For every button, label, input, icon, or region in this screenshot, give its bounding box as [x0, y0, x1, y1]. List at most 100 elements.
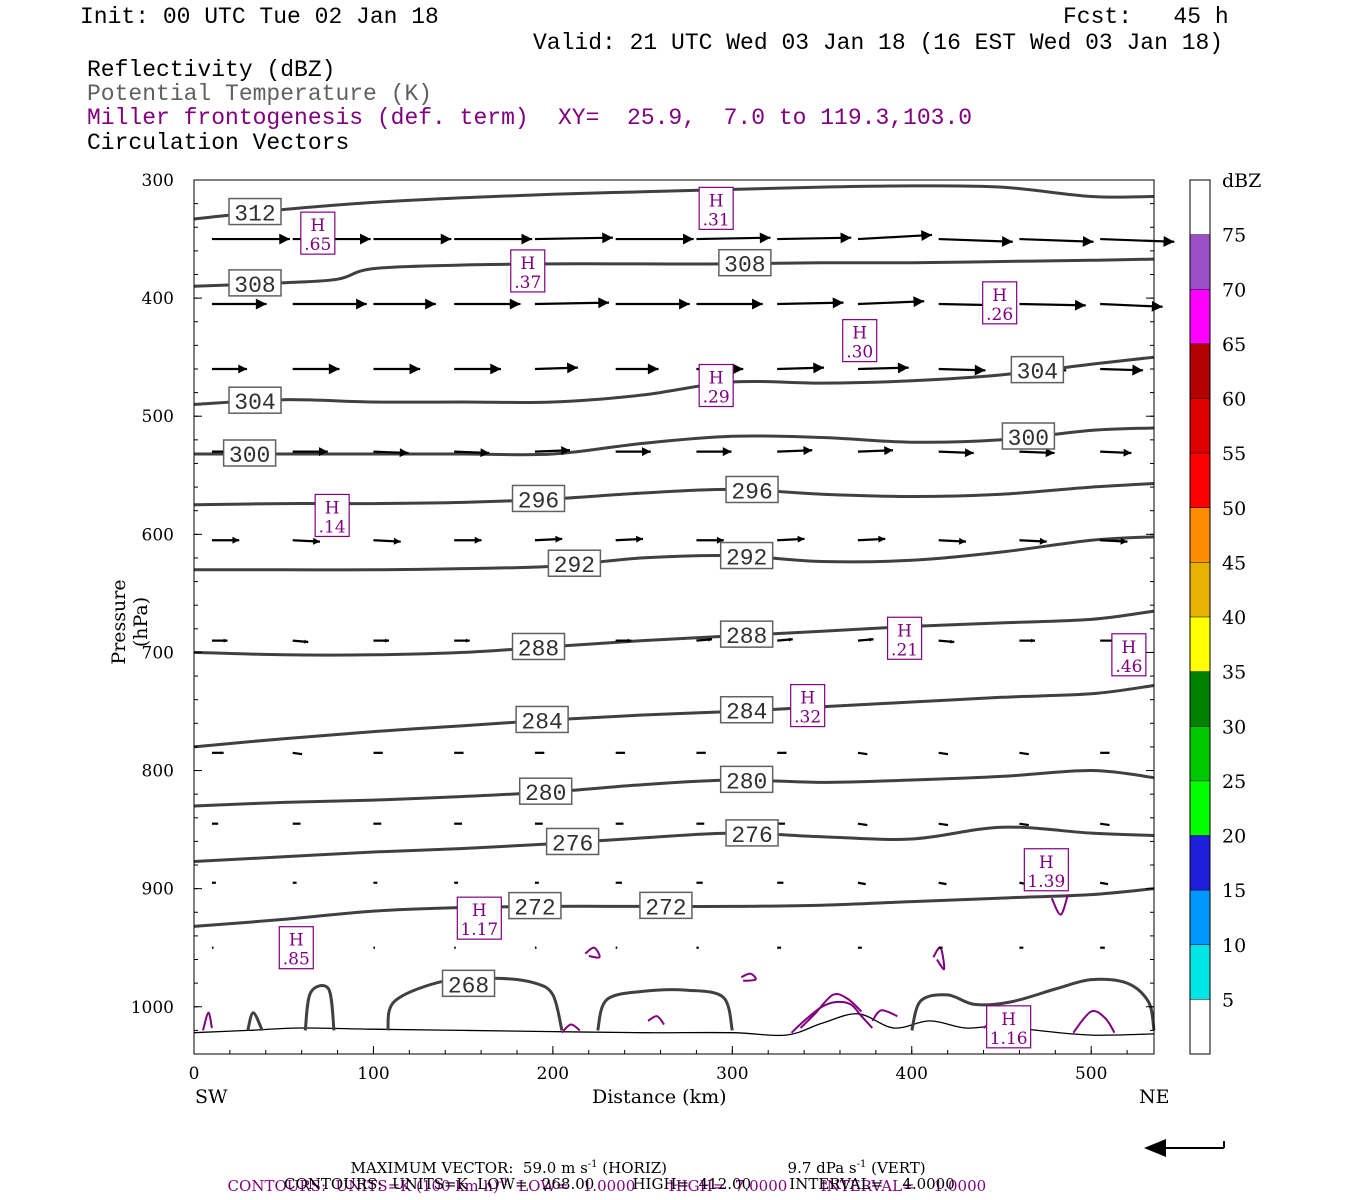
frontogenesis-high-marker: H [1121, 638, 1136, 658]
circulation-vector-head [1026, 752, 1029, 756]
init-time: Init: 00 UTC Tue 02 Jan 18 [80, 4, 439, 30]
y-tick-label: 700 [142, 643, 174, 663]
theta-label-288: 288 [518, 636, 559, 662]
theta-label-box [719, 541, 774, 570]
circulation-vector-head [602, 232, 613, 244]
circulation-vector-head [255, 298, 267, 310]
circulation-vector-head [541, 751, 545, 755]
circulation-vector-head [299, 752, 303, 756]
theta-label-308: 308 [724, 253, 765, 279]
colorbar-swatch [1190, 780, 1210, 836]
colorbar-swatch [1190, 453, 1210, 508]
frontogenesis-contour [1050, 894, 1069, 916]
circulation-vector-head [232, 536, 240, 544]
theta-label-box [545, 827, 600, 856]
colorbar-swatch [1190, 726, 1210, 781]
frontogenesis-contour [1072, 1009, 1116, 1034]
frontogenesis-contour [932, 946, 946, 971]
circulation-vector-head [945, 752, 949, 756]
colorbar-swatch [1190, 999, 1210, 1054]
contours-fg-exp: -1 [498, 1177, 509, 1188]
field-reflectivity: Reflectivity (dBZ) [87, 57, 336, 83]
theta-label-box [228, 197, 282, 226]
frontogenesis-high-value: .14 [319, 517, 346, 537]
circulation-vector-head [509, 298, 521, 310]
frontogenesis-high-box [698, 186, 734, 230]
circulation-vector-head [425, 298, 436, 310]
x-axis-right-end: NE [1139, 1086, 1170, 1108]
frontogenesis-high-value: 1.17 [460, 920, 498, 940]
circulation-vector-head [752, 298, 763, 310]
frontogenesis-high-value: .30 [846, 343, 873, 363]
colorbar-tick-label: 40 [1222, 607, 1246, 629]
circulation-vector-head [974, 364, 986, 376]
colorbar-tick-label: 30 [1222, 716, 1246, 738]
circulation-vector [534, 236, 613, 241]
reference-vector-head [1144, 1139, 1166, 1157]
theta-label-300: 300 [1008, 426, 1049, 452]
theta-label-308: 308 [234, 273, 275, 299]
circulation-vector-head [788, 637, 793, 642]
frontogenesis-contour [202, 1011, 213, 1031]
frontogenesis-high-box [314, 493, 350, 538]
colorbar-swatch [1190, 617, 1210, 672]
circulation-vector-head [784, 751, 787, 755]
circulation-vector [857, 233, 933, 241]
frontogenesis-high-value: 1.16 [990, 1029, 1028, 1049]
x-axis-left-end: SW [195, 1086, 228, 1108]
theta-contour-284 [193, 684, 1155, 749]
frontogenesis-high-marker: H [472, 901, 487, 921]
circulation-vector-head [627, 638, 632, 643]
theta-contour-268 [386, 976, 564, 1031]
circulation-vector-head [1082, 235, 1094, 247]
colorbar-tick-label: 60 [1222, 389, 1246, 411]
theta-label-box [228, 386, 282, 414]
circulation-vector-head [385, 638, 390, 643]
frontogenesis-high-marker: H [992, 286, 1007, 306]
frontogenesis-high-value: .31 [703, 210, 730, 230]
contours-theta-info: CONTOURS: UNITS=K LOW= 268.00 HIGH= 412.… [284, 1175, 955, 1193]
frontogenesis-contour [799, 993, 863, 1029]
circulation-vector-head [474, 536, 482, 544]
colorbar-tick-label: 25 [1222, 771, 1246, 793]
axis-ticks: 0 100 200 300 400 500 300 400 500 600 700 800 900 100… [131, 171, 1154, 1084]
x-tick-label: 300 [716, 1064, 748, 1084]
theta-contour-308 [193, 257, 1155, 288]
y-tick-label: 600 [142, 525, 174, 545]
frontogenesis-contour [871, 1009, 898, 1022]
colorbar-tick-label: 10 [1222, 935, 1246, 957]
circulation-vector-head [465, 638, 470, 643]
max-vector-horiz: MAXIMUM VECTOR: 59.0 m s [350, 1159, 588, 1177]
circulation-vector-head [622, 751, 626, 755]
theta-contour-280 [193, 768, 1155, 808]
frontogenesis-contour [647, 1015, 665, 1026]
x-tick-label: 400 [896, 1064, 928, 1084]
field-theta: Potential Temperature (K) [87, 81, 433, 107]
frontogenesis-high-value: .37 [514, 273, 541, 293]
circulation-vector-head [598, 297, 610, 309]
circulation-vector-head [797, 535, 805, 543]
circulation-vector-head [223, 638, 228, 643]
theta-label-box [1010, 355, 1065, 384]
circulation-vector-head [1031, 638, 1036, 643]
circulation-vector-head [950, 639, 955, 644]
frontogenesis-high-value: .26 [986, 305, 1013, 325]
theta-label-box [639, 891, 693, 920]
frontogenesis-high-box [278, 926, 314, 970]
theta-contour-268 [596, 988, 734, 1031]
y-tick-label: 300 [142, 171, 174, 191]
circulation-vector-head [647, 363, 659, 375]
theta-label-box [515, 705, 569, 734]
frontogenesis-high-marker: H [709, 191, 724, 211]
theta-label-280: 280 [525, 781, 566, 807]
theta-contour-304 [193, 355, 1155, 406]
theta-label-292: 292 [726, 546, 767, 572]
circulation-vector-head [279, 233, 290, 245]
theta-contour-268 [303, 984, 336, 1031]
colorbar-swatch [1190, 398, 1210, 454]
frontogenesis-high-box [300, 211, 336, 255]
colorbar-swatch [1190, 289, 1210, 344]
frontogenesis-high-marker: H [1001, 1010, 1016, 1030]
circulation-vector-head [759, 232, 771, 244]
frontogenesis-high-box [886, 616, 923, 660]
